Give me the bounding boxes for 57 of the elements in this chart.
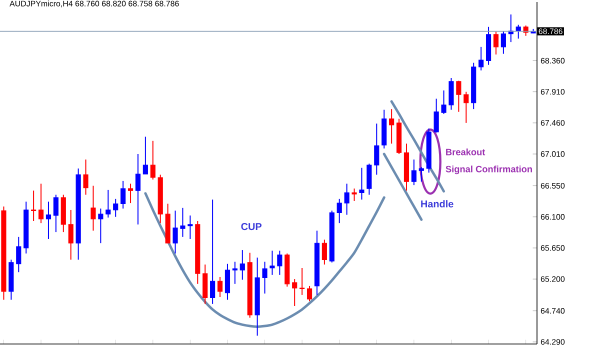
candlestick <box>270 250 275 276</box>
candlestick <box>98 208 104 244</box>
candlestick <box>352 188 357 202</box>
candlestick <box>224 263 230 300</box>
candlestick <box>113 198 118 218</box>
candlestick <box>300 268 305 296</box>
candlestick <box>441 90 446 114</box>
line-series <box>390 100 446 193</box>
candlestick <box>344 183 350 216</box>
candlestick <box>292 278 298 306</box>
candlestick <box>106 189 111 218</box>
candlestick <box>464 91 469 124</box>
candlestick <box>68 209 74 260</box>
candlestick <box>180 207 186 238</box>
candlestick <box>277 250 282 276</box>
candlestick <box>90 185 96 232</box>
candlestick <box>418 166 424 182</box>
candlestick <box>232 261 238 284</box>
candlestick <box>188 214 193 240</box>
candlestick <box>374 123 380 176</box>
candlestick <box>306 285 312 302</box>
candlestick <box>172 210 178 254</box>
annotation: Handle <box>421 200 454 208</box>
candlestick <box>262 261 268 294</box>
candlestick <box>217 276 223 298</box>
candlestick <box>150 140 156 180</box>
candlestick <box>210 199 216 304</box>
candlestick <box>83 159 88 196</box>
line-series <box>382 152 423 221</box>
candlestick <box>38 183 44 224</box>
line-series <box>144 192 386 328</box>
candlestick <box>53 194 58 233</box>
candlestick <box>478 46 484 71</box>
candlestick <box>120 180 126 210</box>
candlestick <box>322 239 327 266</box>
candlestick <box>366 163 372 196</box>
annotation: CUP <box>241 223 262 230</box>
annotation: Signal Confirmation <box>446 166 532 174</box>
candlestick <box>135 154 141 225</box>
candlestick <box>516 24 521 40</box>
candlestick <box>31 190 36 222</box>
annotation: Breakout <box>446 148 486 156</box>
candlestick <box>240 250 245 280</box>
candlestick <box>46 201 52 240</box>
candlestick <box>336 198 342 224</box>
candlestick <box>359 167 364 200</box>
candlestick <box>456 80 462 112</box>
candlestick <box>389 108 394 144</box>
candlestick <box>142 136 148 175</box>
candlestick <box>500 30 506 54</box>
candlestick <box>411 159 416 186</box>
candlestick <box>448 77 454 110</box>
candlestick <box>16 236 22 273</box>
candlestick <box>434 98 439 134</box>
candlestick <box>493 31 499 56</box>
candlestick <box>508 14 514 43</box>
candlestick <box>128 183 134 204</box>
